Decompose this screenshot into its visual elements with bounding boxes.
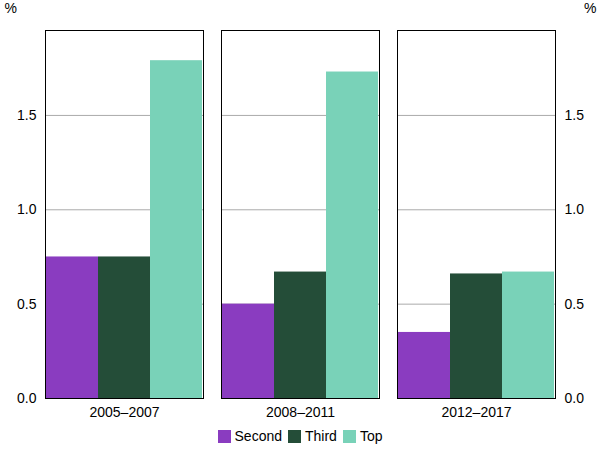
- svg-text:1.5: 1.5: [17, 107, 37, 123]
- svg-text:0.5: 0.5: [565, 296, 585, 312]
- svg-text:2012–2017: 2012–2017: [441, 404, 511, 420]
- svg-text:0.0: 0.0: [17, 390, 37, 406]
- svg-text:2008–2011: 2008–2011: [266, 404, 335, 420]
- html-text:Top: Top: [359, 428, 383, 444]
- svg-text:%: %: [5, 0, 17, 16]
- svg-text:0.5: 0.5: [17, 296, 37, 312]
- svg-text:1.0: 1.0: [565, 201, 585, 217]
- svg-text:%: %: [584, 0, 596, 16]
- svg-text:1.0: 1.0: [17, 201, 37, 217]
- svg-text:0.0: 0.0: [565, 390, 585, 406]
- svg-text:2005–2007: 2005–2007: [89, 404, 159, 420]
- svg-text:1.5: 1.5: [565, 107, 585, 123]
- html-text:Third: Third: [305, 428, 337, 444]
- html-text:Second: Second: [234, 428, 282, 444]
